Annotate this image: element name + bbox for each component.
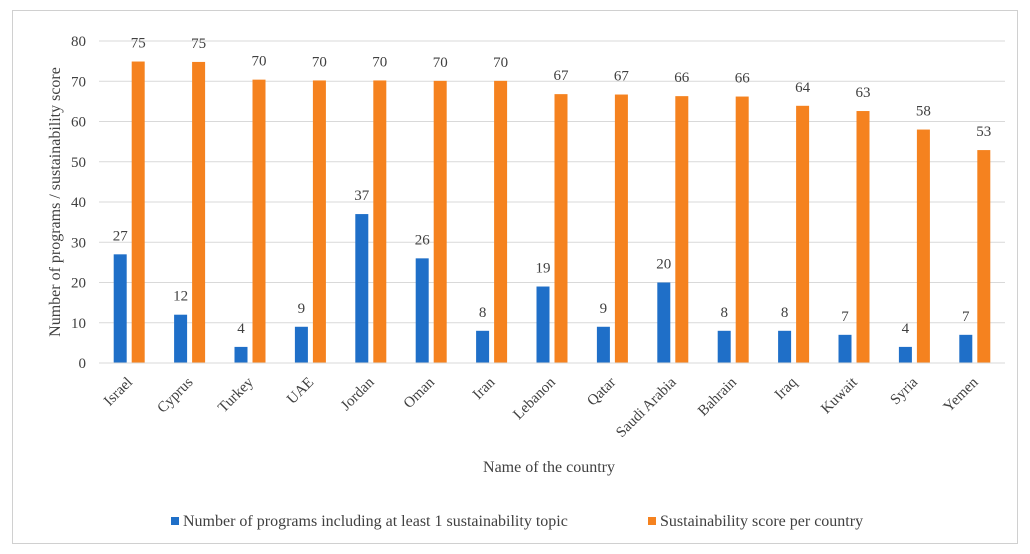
data-label: 19	[536, 261, 551, 277]
data-label: 9	[298, 301, 306, 317]
x-tick-label: Iraq	[772, 374, 801, 403]
bar-programs	[959, 334, 973, 363]
bar-score	[735, 96, 749, 364]
data-label: 70	[252, 54, 267, 70]
bar-score	[977, 150, 991, 363]
data-label: 70	[493, 55, 508, 71]
legend-label-programs: Number of programs including at least 1 …	[183, 513, 568, 530]
y-axis-ticks: 0 10 20 30 40 50 60 70 80	[71, 34, 86, 372]
bars	[113, 61, 991, 364]
data-label: 8	[720, 305, 728, 321]
bar-programs	[596, 326, 610, 363]
x-tick-label: Oman	[401, 374, 439, 412]
bar-programs	[898, 346, 912, 363]
chart-frame	[12, 10, 1018, 544]
x-tick-label: Kuwait	[818, 374, 861, 417]
data-label: 53	[976, 124, 991, 140]
bar-score	[856, 111, 870, 363]
data-label: 58	[916, 104, 931, 120]
bar-programs	[838, 334, 852, 363]
data-label: 8	[781, 305, 789, 321]
data-label: 7	[962, 309, 970, 325]
y-tick-label: 30	[71, 235, 86, 251]
bar-score	[554, 94, 568, 363]
data-label: 12	[173, 289, 188, 305]
bar-programs	[778, 330, 792, 363]
x-tick-label: Turkey	[215, 374, 257, 416]
data-label: 70	[312, 54, 327, 70]
y-tick-label: 80	[71, 34, 86, 50]
y-tick-label: 10	[71, 316, 86, 332]
bar-score	[373, 80, 387, 363]
bar-score	[675, 96, 689, 363]
data-label: 66	[674, 70, 690, 86]
legend-label-score: Sustainability score per country	[660, 513, 863, 530]
bar-programs	[174, 314, 188, 363]
x-tick-label: Israel	[101, 375, 136, 410]
x-axis-ticks: Israel Cyprus Turkey UAE Jordan Oman Iran Leban…	[101, 374, 982, 441]
data-label: 8	[479, 305, 487, 321]
legend: Number of programs including at least 1 …	[171, 513, 863, 530]
bar-score	[796, 105, 810, 364]
bar-score	[916, 129, 930, 363]
data-label: 27	[113, 228, 129, 244]
x-tick-label: Cyprus	[154, 374, 196, 416]
data-label: 70	[372, 54, 387, 70]
bar-score	[312, 80, 326, 363]
x-tick-label: UAE	[284, 375, 317, 408]
bar-programs	[113, 254, 127, 363]
bar-programs	[234, 346, 248, 363]
x-axis-title: Name of the country	[483, 459, 615, 476]
y-tick-label: 20	[71, 276, 86, 292]
x-tick-label: Saudi Arabia	[613, 374, 680, 441]
data-label: 66	[735, 71, 751, 87]
data-label: 7	[841, 309, 849, 325]
bar-programs	[476, 330, 490, 363]
y-axis-title: Number of programs / sustainability scor…	[47, 67, 64, 337]
bar-programs	[657, 282, 671, 363]
x-tick-label: Yemen	[941, 374, 982, 415]
bar-score	[131, 61, 145, 364]
bar-programs	[355, 214, 369, 363]
data-labels: 27 75 12 75 4 70 9 70 37 70 26 70 8 70 19 67 9 67 20 66 8 66 8…	[113, 36, 992, 337]
bar-score	[494, 80, 508, 363]
data-label: 67	[554, 68, 570, 84]
y-tick-label: 60	[71, 115, 86, 131]
gridlines	[99, 40, 1005, 324]
bar-programs	[415, 258, 429, 363]
x-tick-label: Lebanon	[510, 374, 559, 423]
bar-programs	[294, 326, 308, 363]
data-label: 9	[600, 301, 608, 317]
y-tick-label: 0	[79, 356, 87, 372]
bar-score	[433, 80, 447, 363]
data-label: 64	[795, 80, 811, 96]
y-tick-label: 70	[71, 74, 86, 90]
data-label: 70	[433, 55, 448, 71]
x-tick-label: Bahrain	[695, 374, 740, 419]
bar-score	[614, 94, 628, 363]
x-tick-label: Jordan	[338, 374, 378, 414]
bar-programs	[717, 330, 731, 363]
bar-score	[192, 61, 206, 364]
y-tick-label: 40	[71, 195, 86, 211]
data-label: 75	[191, 36, 206, 52]
bar-score	[252, 79, 266, 363]
x-tick-label: Iran	[470, 374, 499, 403]
x-tick-label: Qatar	[584, 375, 619, 410]
data-label: 75	[131, 36, 146, 52]
legend-swatch-score	[648, 517, 656, 525]
x-tick-label: Syria	[888, 374, 922, 408]
data-label: 67	[614, 69, 630, 85]
data-label: 4	[237, 321, 245, 337]
data-label: 37	[354, 188, 370, 204]
legend-swatch-programs	[171, 517, 179, 525]
y-tick-label: 50	[71, 155, 86, 171]
data-label: 63	[856, 85, 871, 101]
data-label: 4	[902, 321, 910, 337]
bar-programs	[536, 286, 550, 363]
data-label: 20	[656, 257, 671, 273]
data-label: 26	[415, 232, 431, 248]
